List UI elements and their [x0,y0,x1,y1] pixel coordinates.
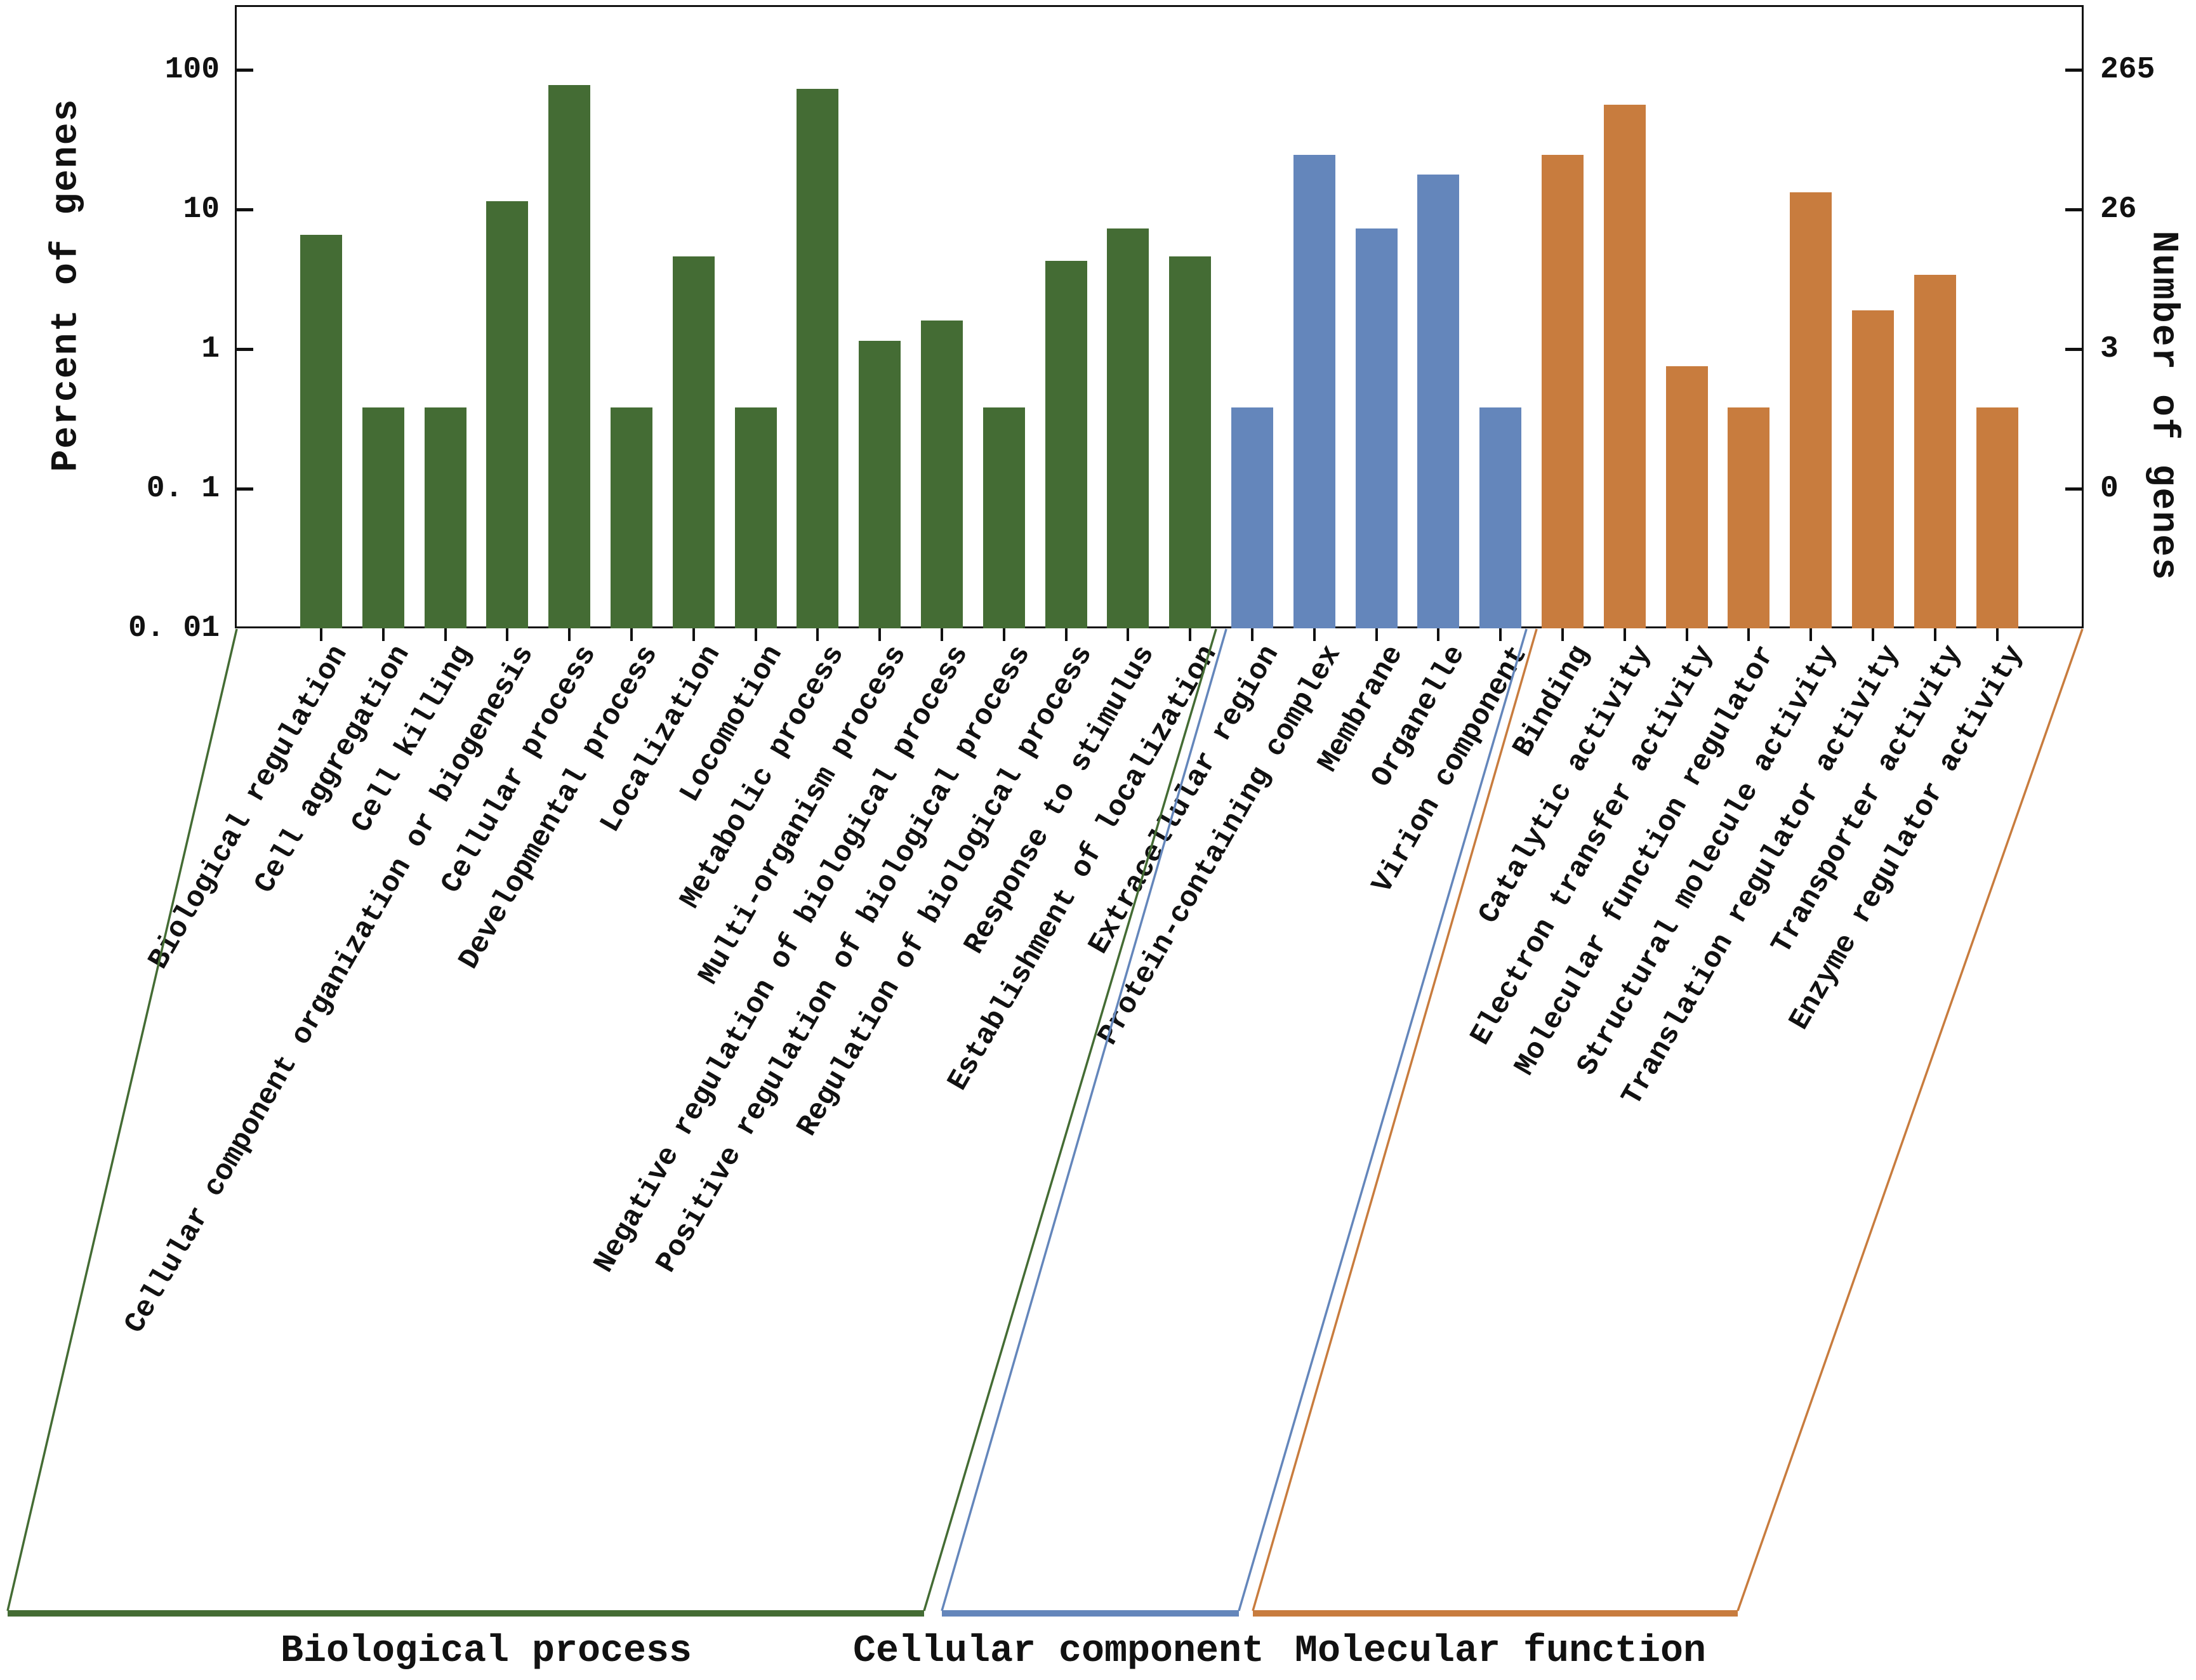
x-tickmark [1747,628,1750,641]
left-ytickmark [237,208,253,211]
x-tickmark [941,628,943,641]
x-tickmark [1809,628,1813,641]
bar-organelle [1417,175,1460,628]
bar-translation-regulator-activity [1852,310,1894,628]
legend-label-molecular-function: Molecular function [1294,1630,1707,1673]
bar-transporter-activity [1914,275,1956,628]
bar-establishment-of-localization [1169,256,1212,628]
x-tickmark [320,628,322,641]
legend-label-biological-process: Biological process [280,1630,692,1673]
bar-response-to-stimulus [1107,228,1149,628]
bar-regulation-of-biological-process [1045,260,1087,628]
bar-positive-regulation-of-biological-process [982,407,1025,628]
bar-membrane [1355,228,1398,628]
left-ytickmark [237,68,253,72]
x-tickmark [1313,628,1316,641]
left-ytick-label-10: 10 [183,192,220,227]
x-tickmark [1251,628,1253,641]
separator-line [6,628,238,1611]
left-ytick-label-1: 1 [201,332,220,366]
bar-electron-transfer-activity [1665,366,1708,628]
left-ytick-label-0.01: 0. 01 [128,611,220,645]
bar-biological-regulation [300,234,342,628]
right-ytick-label-0: 0 [2100,472,2119,506]
x-tickmark [1375,628,1378,641]
bar-binding [1542,155,1584,628]
bar-cell-killing [424,407,466,628]
bar-enzyme-regulator-activity [1976,407,2018,628]
x-tickmark [1499,628,1502,641]
bar-molecular-function-regulator [1728,407,1770,628]
left-ytick-label-100: 100 [164,53,220,87]
legend-label-cellular-component: Cellular component [852,1630,1265,1673]
bar-locomotion [734,407,777,628]
bar-structural-molecule-activity [1790,192,1832,628]
right-ytickmark [2065,347,2082,351]
x-tickmark [630,628,633,641]
x-tickmark [1002,628,1005,641]
plot-frame [235,5,2084,628]
bar-cell-aggregation [362,407,404,628]
bar-metabolic-process [797,89,839,628]
right-ytick-label-265: 265 [2100,53,2155,87]
x-tickmark [1189,628,1192,641]
right-ytickmark [2065,68,2082,72]
bar-multi-organism-process [859,340,901,628]
bar-localization [672,256,715,628]
x-tickmark [816,628,819,641]
left-ytickmark [237,347,253,351]
bar-protein-containing-complex [1293,155,1335,628]
separator-line [923,628,1217,1611]
bar-developmental-process [611,407,652,628]
x-tickmark [444,628,447,641]
right-ytickmark [2065,487,2082,491]
x-tickmark [692,628,695,641]
x-tickmark [1561,628,1564,641]
x-tickmark [1437,628,1440,641]
right-ytickmark [2065,208,2082,211]
x-tickmark [1685,628,1688,641]
x-tickmark [1064,628,1068,641]
x-tickmark [1995,628,1999,641]
bar-catalytic-activity [1603,105,1646,628]
x-tickmark [381,628,385,641]
left-ytick-label-0.1: 0. 1 [146,472,220,506]
separator-line [1238,628,1528,1611]
bar-virion-component [1479,407,1522,628]
right-ytick-label-3: 3 [2100,332,2119,366]
x-tickmark [1127,628,1130,641]
bar-extracellular-region [1231,407,1273,628]
bar-cellular-component-organization-or-biogenesis [486,201,529,628]
separator-line [941,628,1227,1611]
x-tickmark [878,628,882,641]
x-tickmark [1872,628,1874,641]
right-ytick-label-26: 26 [2100,192,2137,227]
separator-line [1736,628,2084,1611]
x-tickmark [1623,628,1626,641]
x-tickmark [1933,628,1936,641]
separator-line [1252,628,1538,1611]
bar-cellular-process [548,84,591,628]
bar-negative-regulation-of-biological-process [921,321,963,628]
x-tickmark [568,628,571,641]
x-tickmark [506,628,509,641]
left-ytickmark [237,487,253,491]
x-tickmark [754,628,757,641]
